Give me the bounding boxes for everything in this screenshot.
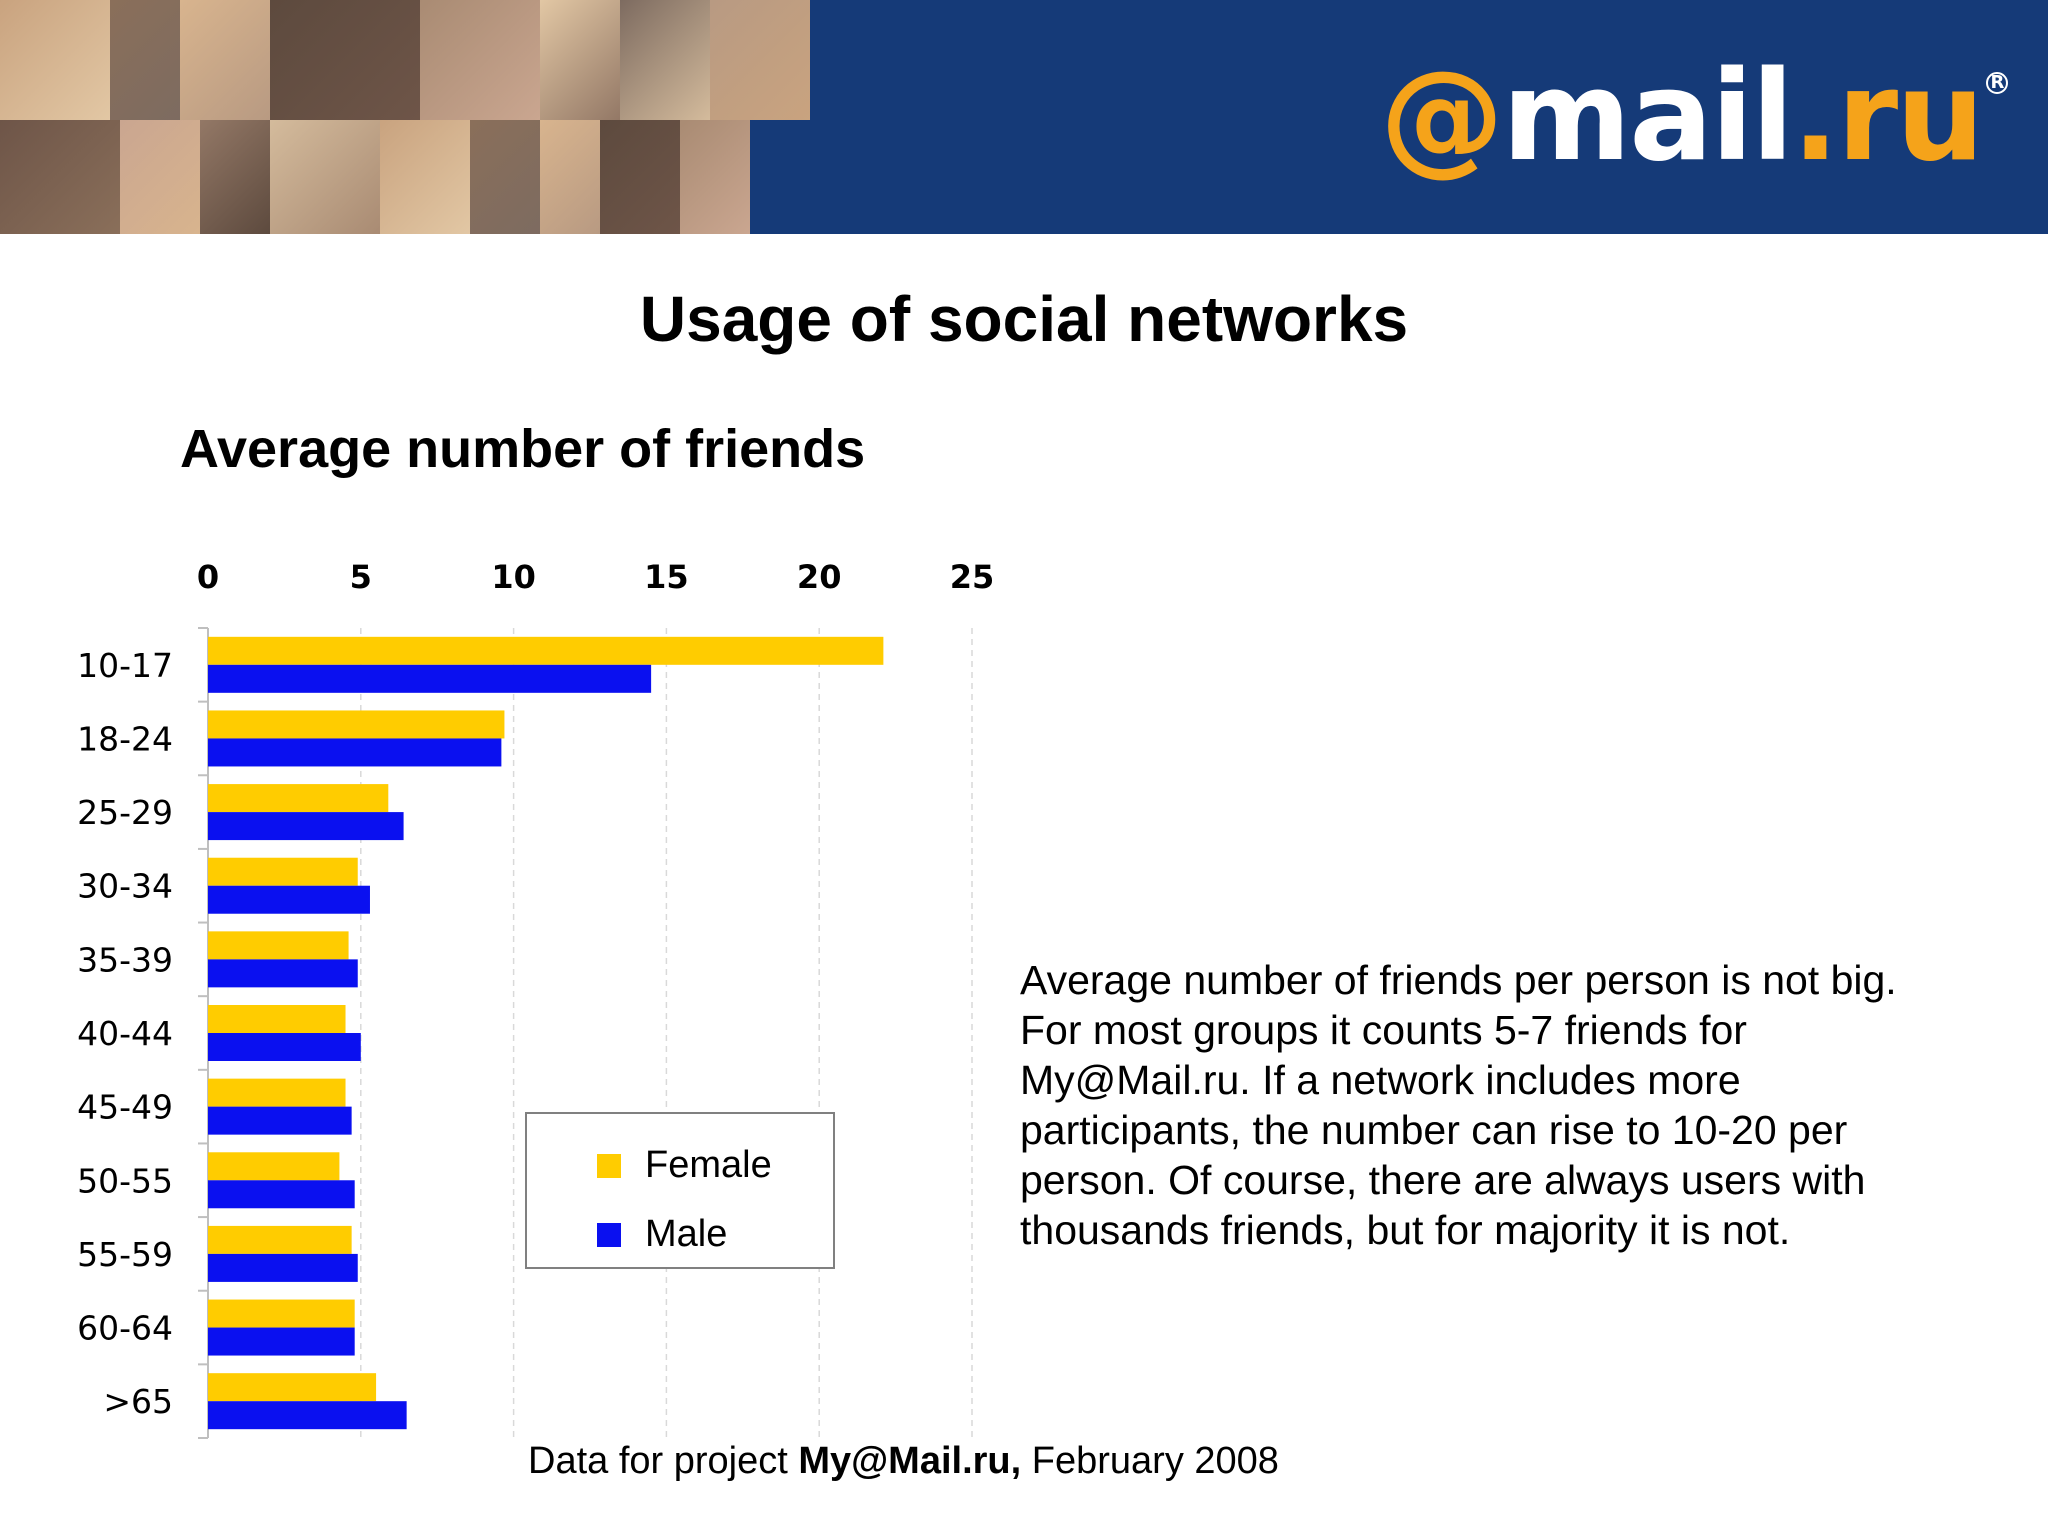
collage-photo: [710, 0, 810, 120]
bar-male: [208, 1180, 355, 1209]
legend-item-female: Female: [597, 1144, 772, 1187]
x-tick-label: 10: [491, 558, 536, 596]
collage-photo: [110, 0, 180, 120]
x-tick-label: 20: [797, 558, 842, 596]
collage-photo: [540, 0, 620, 120]
y-category-label: 45-49: [77, 1088, 173, 1127]
y-category-label: 25-29: [77, 793, 173, 832]
bar-female: [208, 636, 884, 665]
bar-female: [208, 1373, 377, 1402]
collage-photo: [120, 120, 200, 234]
y-category-label: 60-64: [77, 1309, 173, 1348]
legend-label-female: Female: [645, 1144, 772, 1186]
bar-male: [208, 885, 370, 914]
bar-male: [208, 1106, 352, 1135]
collage-photo: [380, 120, 470, 234]
header-banner: @ mail . ru R: [0, 0, 2048, 234]
footnote-prefix: Data for project: [528, 1440, 799, 1482]
y-category-label: 10-17: [77, 646, 173, 685]
y-category-label: 35-39: [77, 940, 173, 979]
y-category-label: 30-34: [77, 867, 173, 906]
collage-photo: [600, 120, 680, 234]
bar-female: [208, 1078, 346, 1107]
x-tick-label: 5: [350, 558, 372, 596]
collage-photo: [200, 120, 270, 234]
legend-swatch-male: [597, 1222, 621, 1247]
bar-female: [208, 1299, 355, 1328]
legend-item-male: Male: [597, 1213, 727, 1256]
bar-male: [208, 1327, 355, 1356]
collage-photo: [540, 120, 600, 234]
y-category-label: >65: [103, 1382, 173, 1421]
bar-male: [208, 1033, 361, 1061]
commentary-line: For most groups it counts 5-7 friends fo…: [1020, 1007, 1747, 1053]
bar-female: [208, 1152, 340, 1181]
x-tick-label: 0: [197, 558, 219, 596]
mailru-logo[interactable]: @ mail . ru R: [1380, 42, 2009, 192]
bar-female: [208, 931, 349, 960]
collage-photo: [680, 120, 750, 234]
bar-female: [208, 1005, 346, 1033]
bar-female: [208, 784, 389, 813]
y-category-label: 50-55: [77, 1161, 173, 1200]
logo-dot: .: [1791, 45, 1839, 189]
bar-male: [208, 959, 358, 988]
legend-label-male: Male: [645, 1213, 728, 1255]
commentary-line: participants, the number can rise to 10-…: [1020, 1107, 1848, 1153]
commentary-line: Average number of friends per person is …: [1020, 957, 1897, 1003]
collage-photo: [470, 120, 540, 234]
collage-photo: [180, 0, 270, 120]
collage-photo: [270, 0, 420, 120]
registered-mark-icon: R: [1986, 72, 2009, 94]
collage-photo: [0, 120, 120, 234]
footnote-project: My@Mail.ru,: [798, 1440, 1022, 1482]
chart-title: Average number of friends: [180, 419, 866, 479]
page-title: Usage of social networks: [639, 283, 1409, 355]
logo-ru: ru: [1837, 45, 1984, 189]
bar-female: [208, 1225, 352, 1254]
logo-mail: mail: [1502, 45, 1794, 189]
collage-photo: [620, 0, 710, 120]
bar-male: [208, 664, 652, 693]
x-tick-label: 15: [644, 558, 689, 596]
collage-photo: [420, 0, 540, 120]
y-category-label: 55-59: [77, 1235, 173, 1274]
bar-female: [208, 857, 358, 886]
logo-at-sign: @: [1380, 45, 1504, 189]
commentary-text: Average number of friends per person is …: [1020, 955, 2020, 1255]
bar-female: [208, 710, 505, 739]
bar-male: [208, 1401, 407, 1430]
footnote-date: February 2008: [1031, 1440, 1279, 1482]
bar-male: [208, 1253, 358, 1282]
bar-male: [208, 812, 404, 841]
bar-male: [208, 738, 502, 767]
commentary-line: thousands friends, but for majority it i…: [1020, 1207, 1791, 1253]
source-footnote: Data for project My@Mail.ru, February 20…: [528, 1440, 1279, 1483]
photo-collage: [0, 0, 830, 234]
chart-legend: Female Male: [525, 1112, 835, 1269]
collage-photo: [270, 120, 380, 234]
commentary-line: person. Of course, there are always user…: [1020, 1157, 1866, 1203]
collage-photo: [0, 0, 110, 120]
legend-swatch-female: [597, 1153, 621, 1178]
commentary-line: My@Mail.ru. If a network includes more: [1020, 1057, 1741, 1103]
x-tick-label: 25: [950, 558, 995, 596]
y-category-label: 18-24: [77, 719, 173, 758]
y-category-label: 40-44: [77, 1014, 173, 1053]
